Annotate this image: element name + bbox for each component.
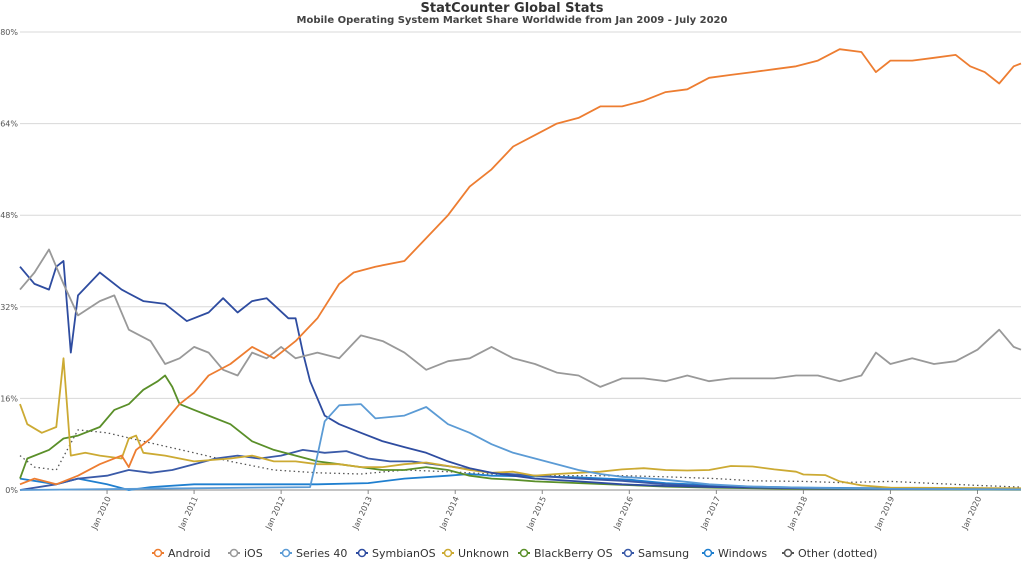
legend-label: Windows bbox=[718, 547, 767, 560]
legend-marker bbox=[229, 548, 239, 558]
series-line bbox=[19, 248, 1022, 388]
legend-item[interactable]: Windows bbox=[702, 547, 767, 560]
chart-subtitle: Mobile Operating System Market Share Wor… bbox=[297, 15, 728, 26]
legend-marker bbox=[519, 548, 529, 558]
x-tick-label: Jan 2015 bbox=[525, 495, 548, 532]
x-tick-label: Jan 2010 bbox=[89, 495, 112, 532]
y-tick-label: 16% bbox=[0, 394, 18, 403]
series-line bbox=[19, 449, 1022, 491]
legend-marker bbox=[703, 548, 713, 558]
legend-marker bbox=[357, 548, 367, 558]
series-line bbox=[19, 260, 1022, 491]
legend-item[interactable]: iOS bbox=[228, 547, 263, 560]
x-tick-label: Jan 2019 bbox=[873, 495, 896, 532]
legend-item[interactable]: BlackBerry OS bbox=[518, 547, 613, 560]
legend-label: SymbianOS bbox=[372, 547, 436, 560]
legend-marker bbox=[623, 548, 633, 558]
y-tick-label: 64% bbox=[0, 120, 18, 129]
legend-item[interactable]: Samsung bbox=[622, 547, 689, 560]
legend-label: iOS bbox=[244, 547, 263, 560]
legend-marker bbox=[783, 548, 793, 558]
series-line bbox=[19, 374, 1022, 491]
y-axis: 0% 16% 32% 48% 64% 80% bbox=[0, 28, 18, 495]
y-tick-label: 0% bbox=[5, 486, 18, 495]
legend-marker bbox=[281, 548, 291, 558]
legend-label: Other (dotted) bbox=[798, 547, 877, 560]
legend-marker bbox=[153, 548, 163, 558]
legend-label: Android bbox=[168, 547, 211, 560]
legend: Android iOS Series 40 SymbianOS Unknown Black… bbox=[152, 547, 877, 560]
legend-label: Series 40 bbox=[296, 547, 347, 560]
x-tick-label: Jan 2016 bbox=[612, 495, 635, 532]
y-tick-label: 32% bbox=[0, 303, 18, 312]
legend-label: Unknown bbox=[458, 547, 509, 560]
x-tick-label: Jan 2018 bbox=[786, 495, 809, 532]
x-tick-label: Jan 2012 bbox=[263, 495, 286, 532]
x-tick-label: Jan 2017 bbox=[699, 495, 722, 532]
x-axis: Jan 2010 Jan 2011 Jan 2012 Jan 2013 Jan 2014… bbox=[89, 490, 983, 532]
legend-item[interactable]: Series 40 bbox=[280, 547, 347, 560]
legend-marker bbox=[443, 548, 453, 558]
legend-label: BlackBerry OS bbox=[534, 547, 613, 560]
y-tick-label: 80% bbox=[0, 28, 18, 37]
x-tick-label: Jan 2011 bbox=[176, 495, 199, 532]
gridlines bbox=[20, 31, 1021, 491]
y-tick-label: 48% bbox=[0, 211, 18, 220]
chart-title: StatCounter Global Stats bbox=[421, 1, 604, 16]
legend-item[interactable]: SymbianOS bbox=[356, 547, 436, 560]
x-tick-label: Jan 2014 bbox=[438, 495, 461, 532]
series-line bbox=[19, 429, 1022, 488]
x-tick-label: Jan 2013 bbox=[351, 495, 374, 532]
series-line bbox=[19, 48, 1022, 486]
plot-area bbox=[19, 48, 1022, 491]
legend-item[interactable]: Android bbox=[152, 547, 211, 560]
series-line bbox=[19, 357, 1022, 490]
series-line bbox=[19, 403, 1022, 491]
legend-item[interactable]: Other (dotted) bbox=[782, 547, 877, 560]
legend-item[interactable]: Unknown bbox=[442, 547, 509, 560]
legend-label: Samsung bbox=[638, 547, 689, 560]
x-tick-label: Jan 2020 bbox=[960, 495, 983, 532]
